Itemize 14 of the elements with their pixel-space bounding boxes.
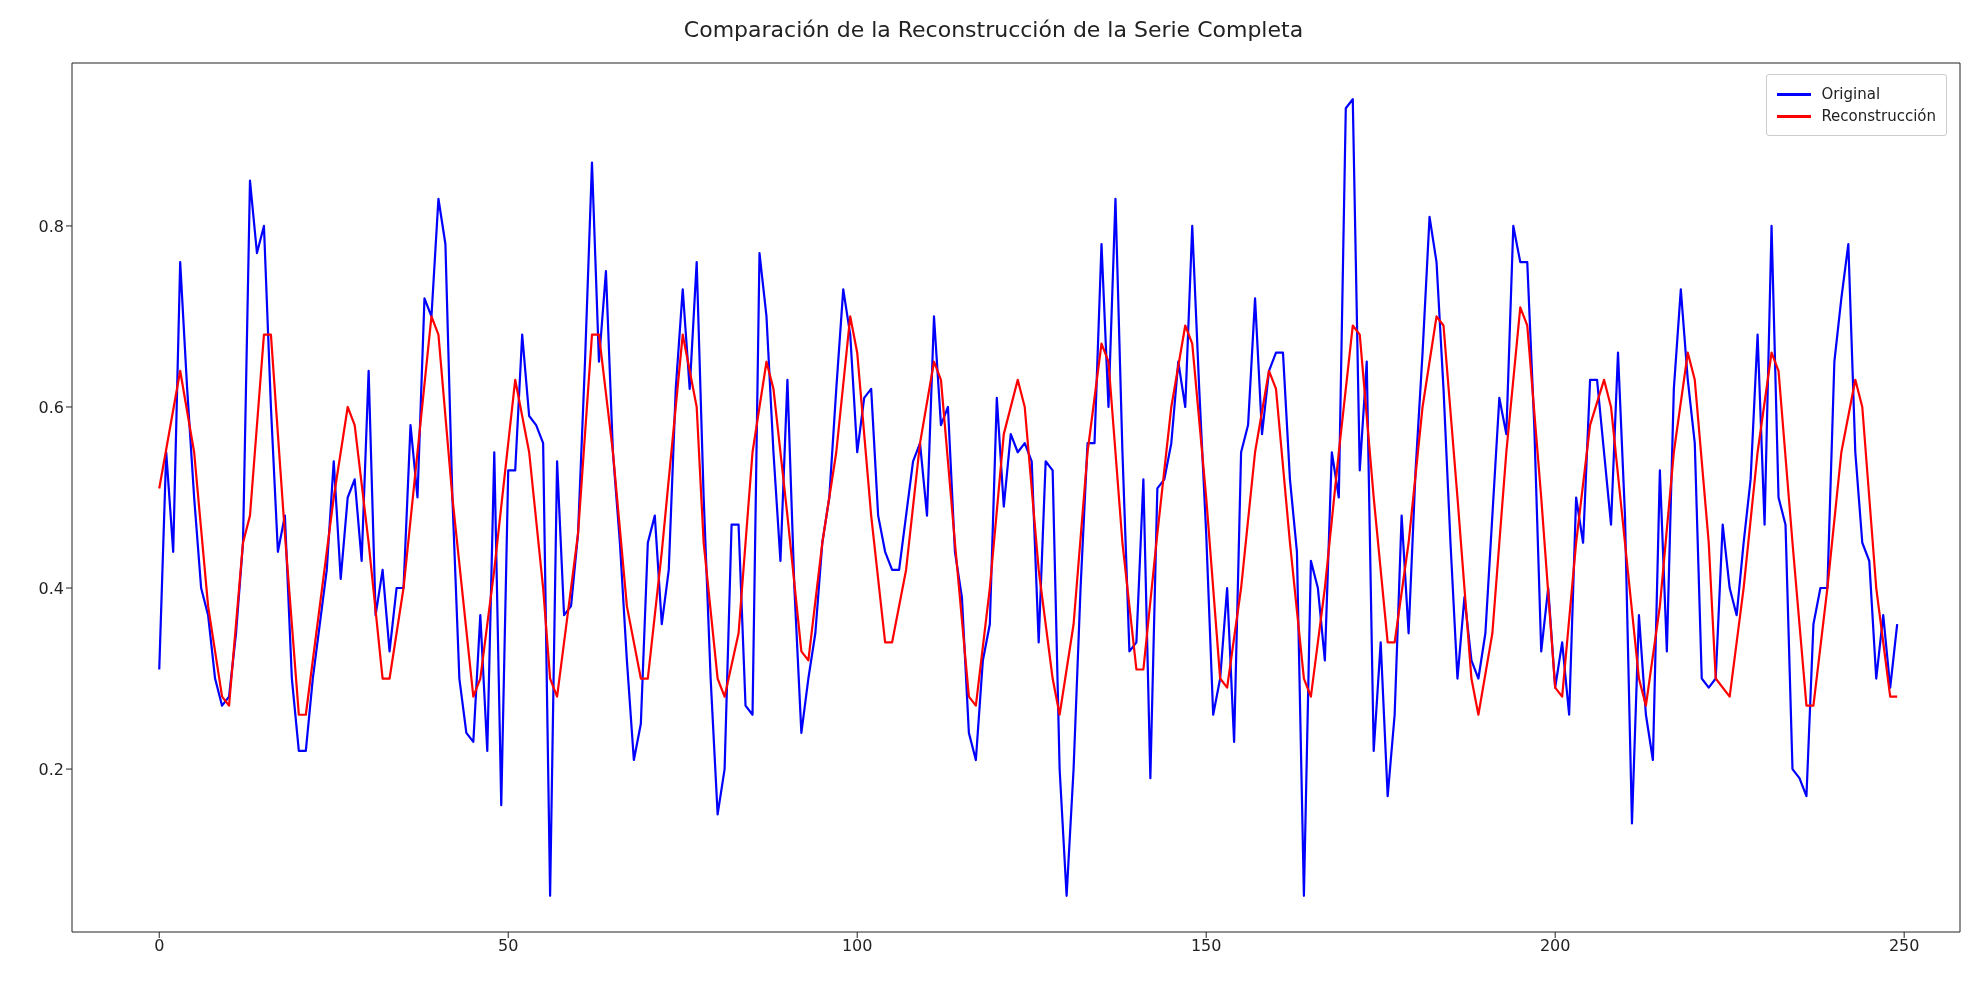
y-tick-label: 0.2 [38,759,64,779]
y-tick-label: 0.8 [38,216,64,236]
x-tick-label: 200 [1539,936,1571,956]
x-tick-label: 0 [154,936,165,956]
legend-label: Original [1821,85,1881,103]
line-series [158,306,1899,716]
y-tick-label: 0.4 [38,578,64,598]
legend-label: Reconstrucción [1821,107,1936,125]
x-tick-label: 100 [841,936,873,956]
chart-title: Comparación de la Reconstrucción de la Serie Completa [682,16,1305,44]
x-tick-label: 250 [1888,936,1920,956]
x-tick-label: 150 [1190,936,1222,956]
x-tick-label: 50 [498,936,519,956]
y-tick-label: 0.6 [38,397,64,417]
